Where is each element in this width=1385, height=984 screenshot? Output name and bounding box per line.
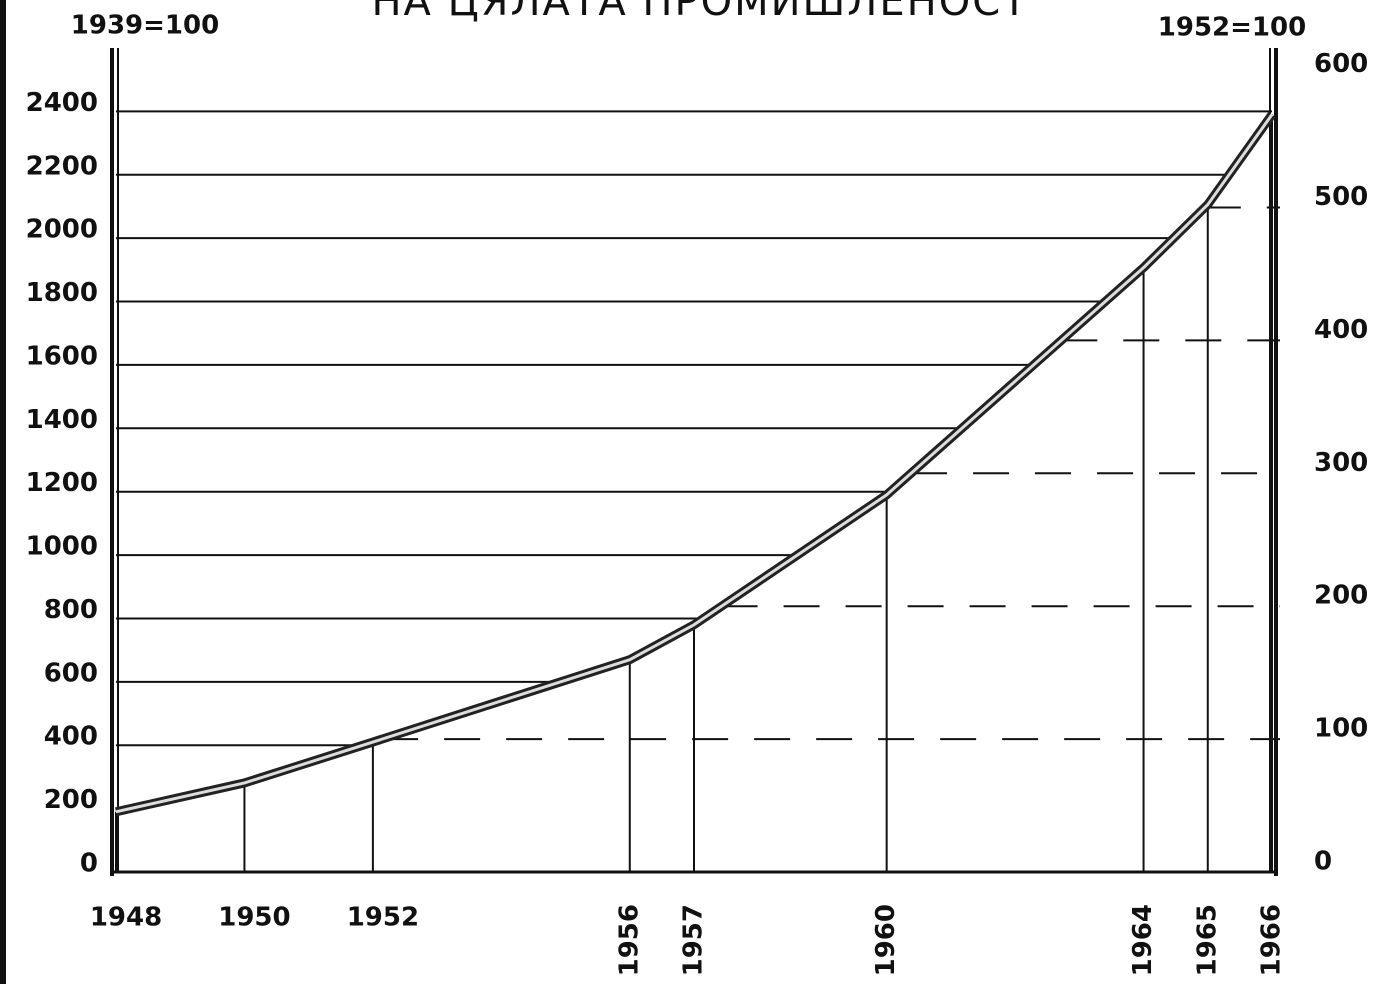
y2-tick-label: 600 [1314, 49, 1368, 79]
y-tick-label: 1200 [26, 468, 98, 498]
x-tick-label: 1964 [1128, 904, 1158, 976]
y-tick-label: 1400 [26, 405, 98, 435]
y-tick-label: 600 [44, 658, 98, 688]
y-tick-label: 1000 [26, 532, 98, 562]
x-tick-label: 1950 [218, 903, 290, 933]
x-tick-label: 1960 [871, 904, 901, 976]
chart-title: НА ЦЯЛАТА ПРОМИШЛЕНОСТ [371, 0, 1028, 25]
y2-tick-label: 200 [1314, 581, 1368, 611]
y-tick-label: 0 [80, 849, 98, 879]
x-tick-label: 1966 [1257, 904, 1287, 976]
x-tick-label: 1965 [1192, 904, 1222, 976]
y-tick-label: 1800 [26, 278, 98, 308]
y2-tick-label: 100 [1314, 714, 1368, 744]
y2-tick-label: 0 [1314, 847, 1332, 877]
line [115, 113, 1274, 814]
x-tick-label: 1948 [90, 903, 162, 933]
y-axis-label: 1939=100 [71, 11, 219, 41]
y-tick-label: 2000 [26, 215, 98, 245]
y-tick-label: 2400 [26, 88, 98, 118]
y2-tick-label: 500 [1314, 182, 1368, 212]
left-edge [0, 0, 6, 984]
y-tick-label: 400 [44, 722, 98, 752]
y-tick-label: 800 [44, 595, 98, 625]
y-tick-label: 2200 [26, 151, 98, 181]
y2-tick-label: 400 [1314, 315, 1368, 345]
x-tick-label: 1956 [614, 904, 644, 976]
y2-axis-label: 1952=100 [1158, 13, 1306, 43]
y-tick-label: 200 [44, 785, 98, 815]
x-tick-label: 1952 [347, 903, 419, 933]
x-tick-label: 1957 [679, 904, 709, 976]
y-tick-label: 1600 [26, 341, 98, 371]
y2-tick-label: 300 [1314, 448, 1368, 478]
